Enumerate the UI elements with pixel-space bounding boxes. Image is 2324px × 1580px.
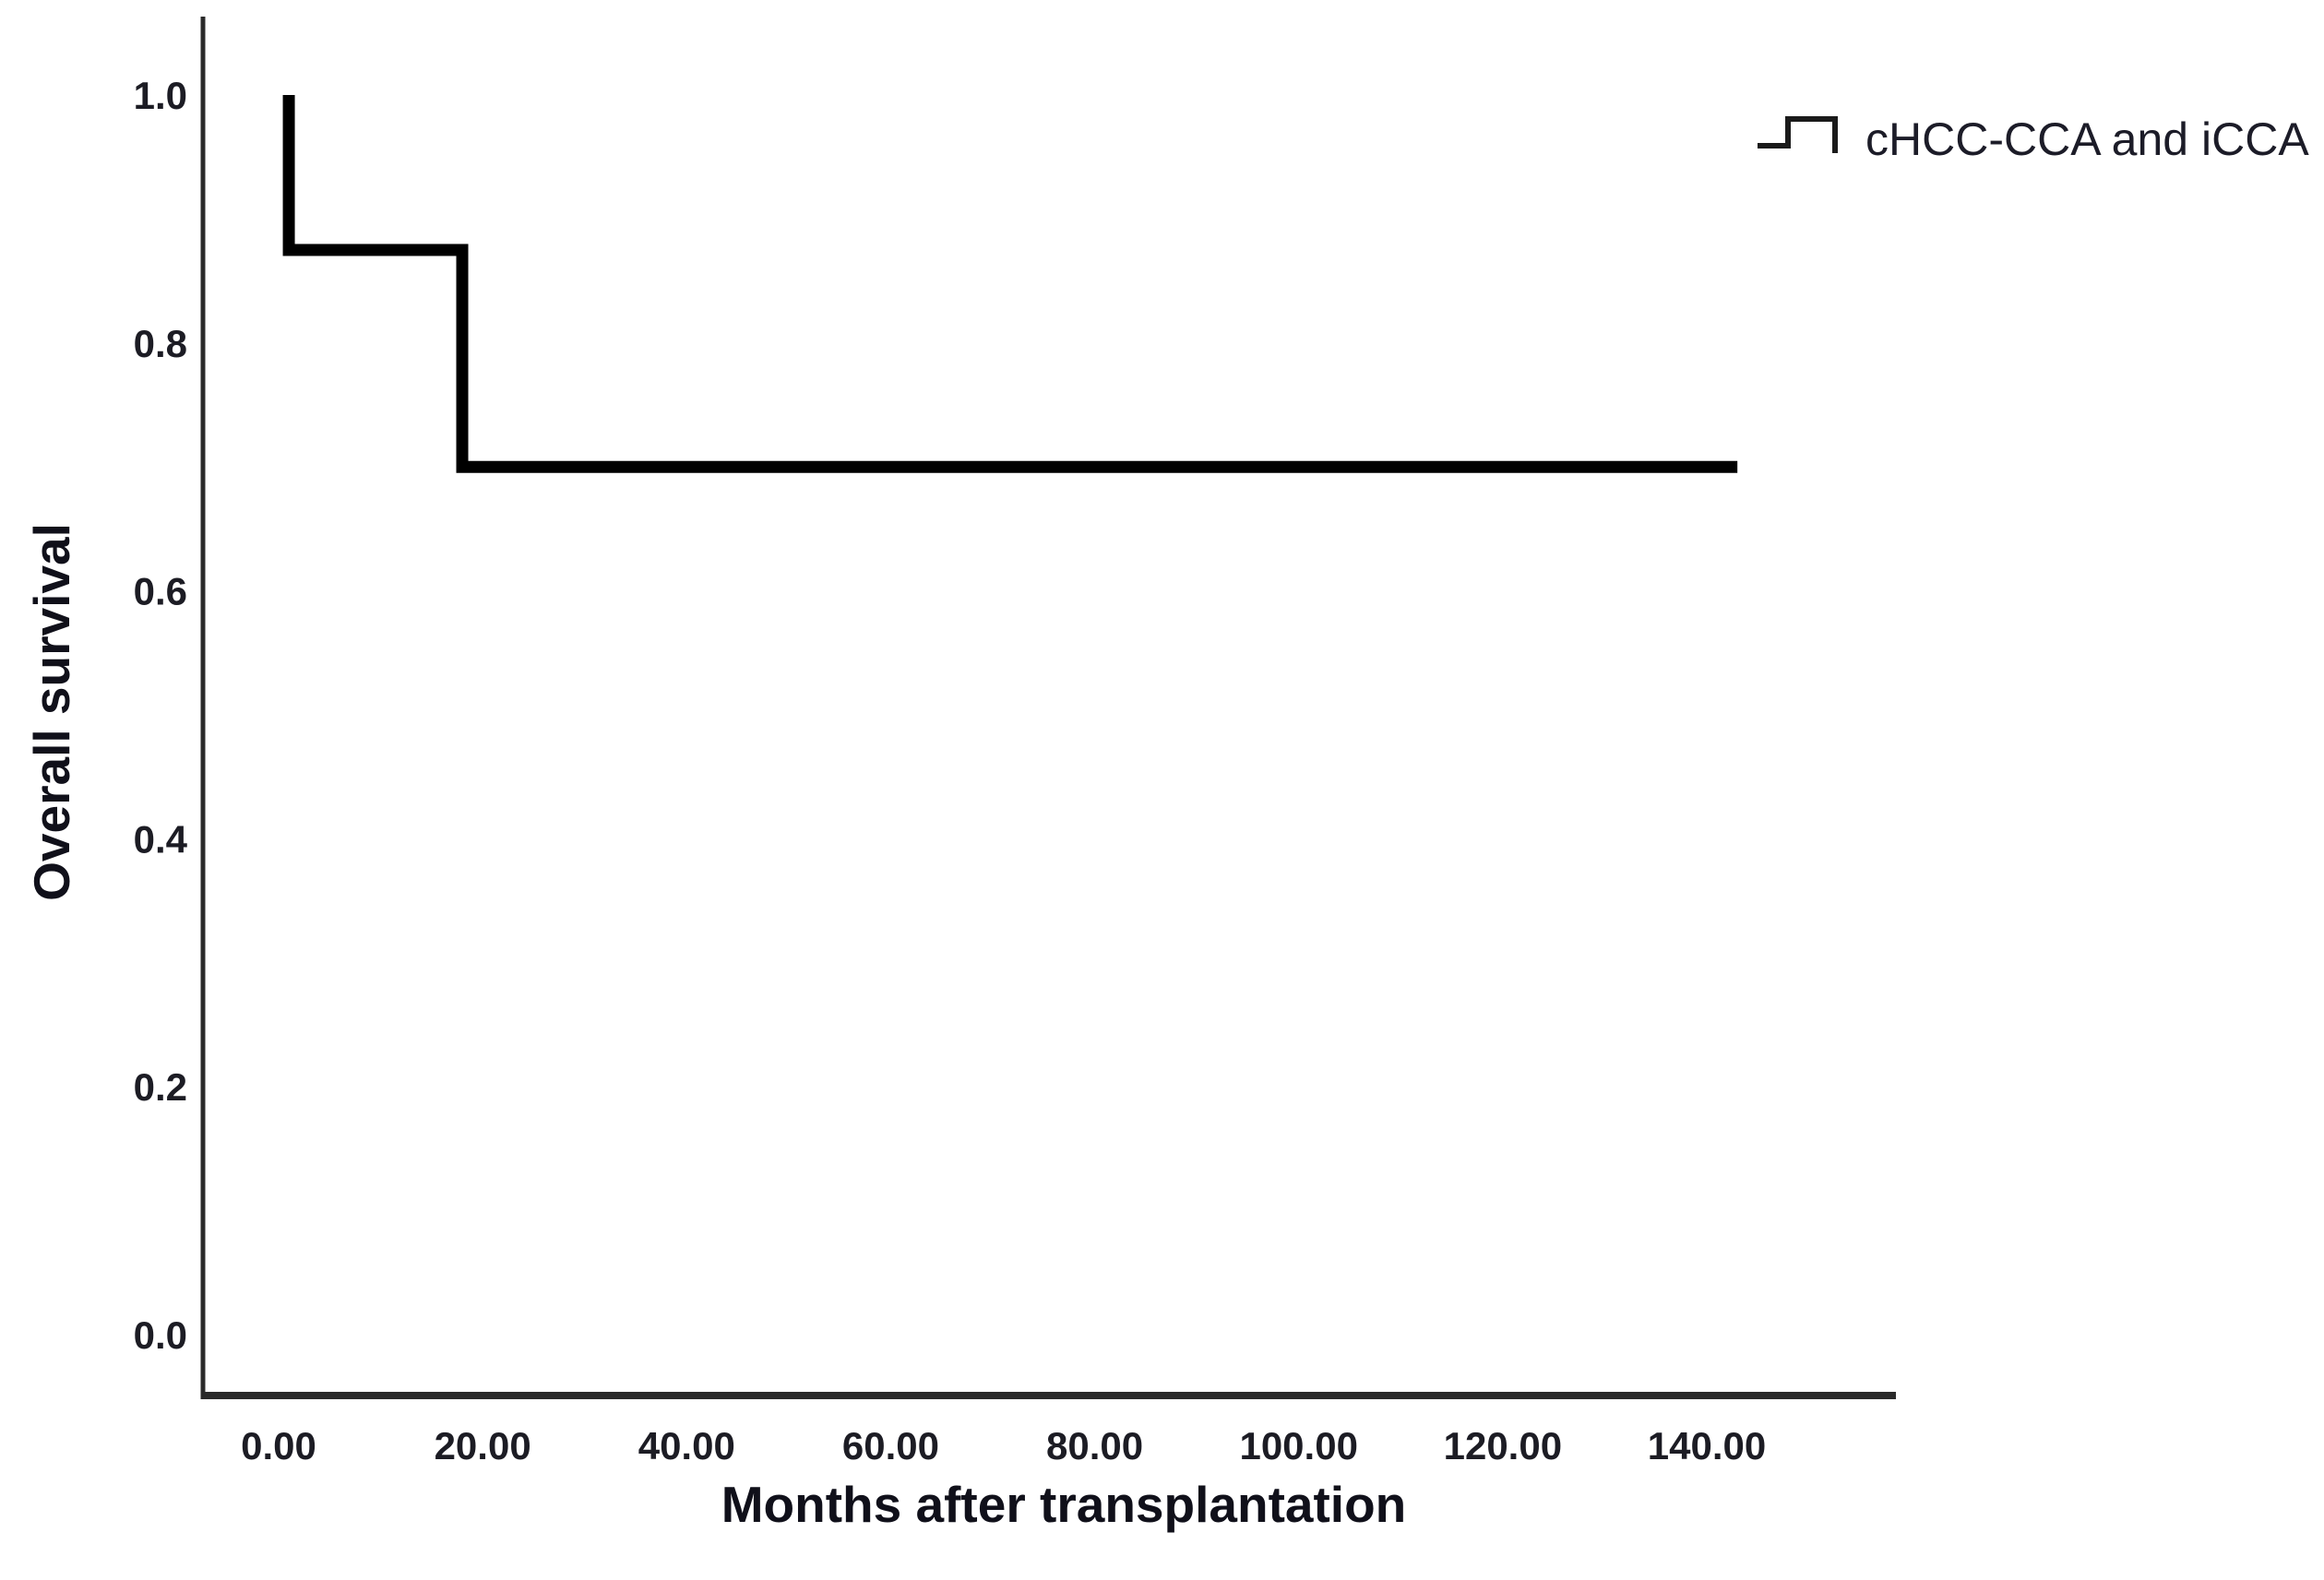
y-tick-label: 0.2 — [134, 1065, 187, 1109]
legend-label: cHCC-CCA and iCCA — [1865, 113, 2309, 165]
legend: cHCC-CCA and iCCA — [1758, 113, 2309, 165]
y-tick-labels: 0.0 0.2 0.4 0.6 0.8 1.0 — [134, 74, 188, 1357]
y-tick-label: 0.0 — [134, 1313, 187, 1357]
x-tick-label: 0.00 — [241, 1424, 316, 1467]
x-tick-label: 120.00 — [1444, 1424, 1562, 1467]
x-tick-labels: 0.00 20.00 40.00 60.00 80.00 100.00 120.00 140.… — [241, 1424, 1766, 1467]
x-tick-label: 60.00 — [842, 1424, 939, 1467]
x-axis-title: Months after transplantation — [721, 1476, 1407, 1533]
legend-step-line-icon — [1758, 116, 1838, 153]
x-tick-label: 100.00 — [1239, 1424, 1357, 1467]
x-tick-label: 40.00 — [638, 1424, 735, 1467]
y-axis-title: Overall survival — [23, 523, 80, 901]
y-tick-label: 0.6 — [134, 570, 187, 613]
y-tick-label: 0.8 — [134, 322, 187, 365]
y-tick-label: 0.4 — [134, 817, 188, 861]
x-tick-label: 80.00 — [1046, 1424, 1143, 1467]
y-tick-label: 1.0 — [134, 74, 187, 117]
x-tick-label: 20.00 — [435, 1424, 531, 1467]
x-tick-label: 140.00 — [1648, 1424, 1766, 1467]
survival-curve — [282, 95, 1738, 473]
